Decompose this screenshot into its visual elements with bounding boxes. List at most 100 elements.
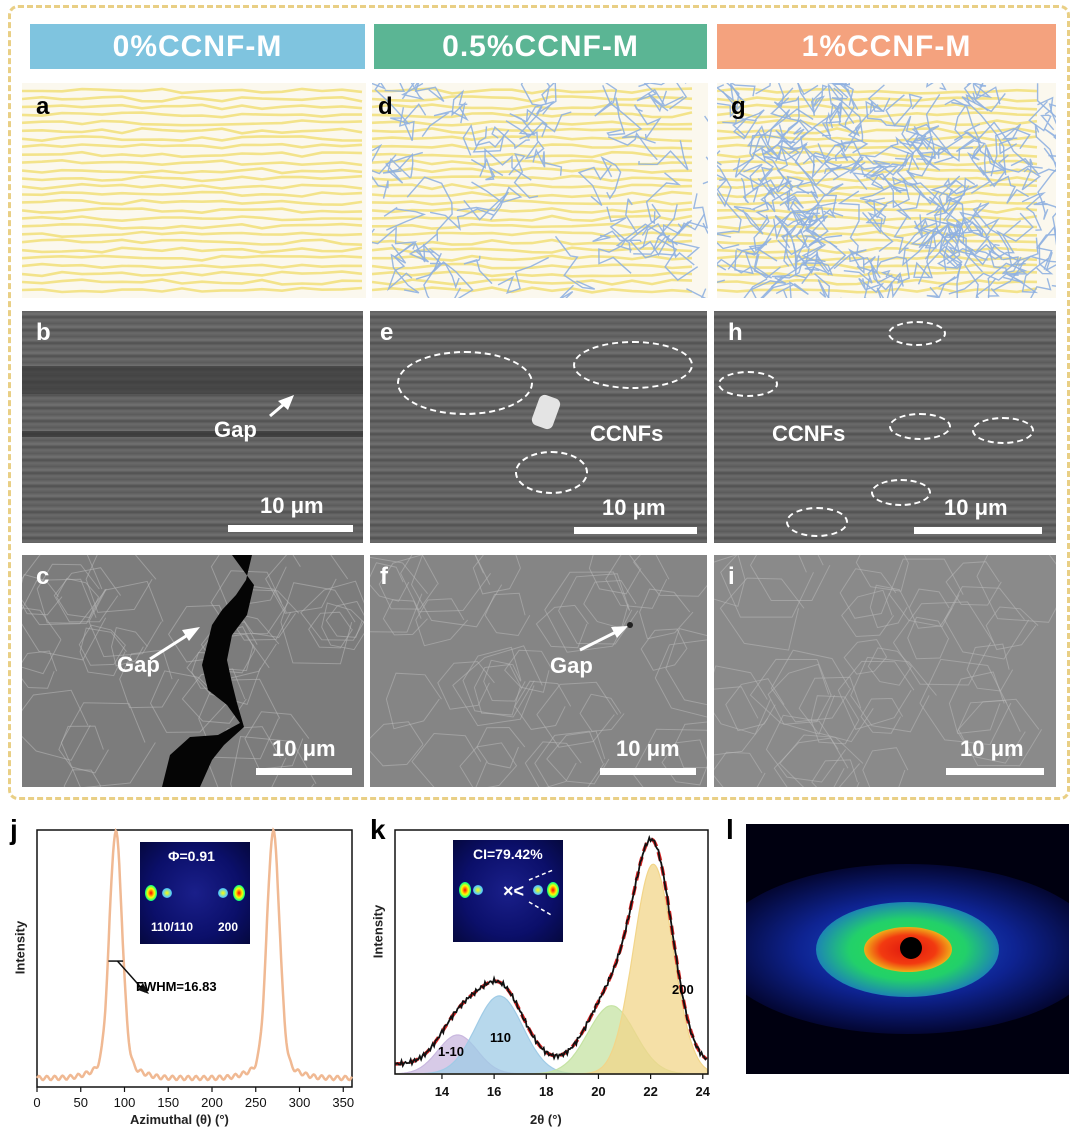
chart-k-xrd: 14 16 18 20 22 24 [394,829,711,1099]
ccnf-circle-e2 [573,341,693,389]
grain-texture-c [22,555,364,787]
panel-label-i: i [728,563,735,590]
chart-k-tick: 18 [539,1084,553,1099]
panel-a-schematic: a [22,83,366,298]
column-header-0: 0%CCNF-M [30,24,365,69]
chart-k-observed [394,834,708,1069]
panel-label-g: g [731,93,746,120]
inset-j-phi: Φ=0.91 [168,848,215,864]
chart-j-inset: Φ=0.91 110/110 200 [140,842,250,944]
chart-j-tick: 50 [74,1095,88,1110]
grain-texture-f [370,555,707,787]
chart-j-xlabel: Azimuthal (θ) (°) [130,1112,229,1127]
panel-label-e: e [380,319,394,346]
inset-j-spot-right [233,885,245,901]
chart-k-tick: 24 [696,1084,711,1099]
panel-g-schematic: g [717,83,1056,298]
ccnf-circle-e3 [515,451,588,494]
chart-k-tick: 14 [435,1084,450,1099]
chart-j-tick: 0 [33,1095,40,1110]
debris [530,393,562,431]
panel-d-schematic: d [372,83,708,298]
inset-j-spot-right2 [218,888,228,898]
fiber-schematic-a [22,87,363,294]
figure-frame [8,5,1070,800]
chart-j-tick: 200 [201,1095,223,1110]
column-header-2: 1%CCNF-M [717,24,1056,69]
ccnf-circle-h3 [889,413,951,440]
inset-k-marks: ×< [503,869,554,917]
scale-text-f: 10 μm [616,736,680,761]
panel-label-d: d [378,93,393,120]
scale-bar-i [946,768,1044,775]
chart-j-curve [35,827,354,1082]
panel-b-sem: b Gap 10 μm [22,311,363,543]
chart-j-fwhm-label: FWHM=16.83 [136,979,217,994]
scale-bar-b [228,525,353,532]
grain-texture-i [714,555,1056,787]
panel-label-b: b [36,319,51,346]
chart-k-label-200: 200 [672,982,694,997]
panel-label-f: f [380,563,388,590]
chart-k-tick: 20 [591,1084,605,1099]
svg-text:×<: ×< [503,881,524,901]
inset-k-spot-right [547,882,559,898]
gap-arrow-f [579,622,633,652]
panel-c-sem: c Gap 10 μm [22,555,364,787]
ccnf-circle-e1 [397,351,533,415]
inset-k-spot-left [459,882,471,898]
chart-j-ylabel: Intensity [12,920,28,975]
panel-e-sem: e CCNFs 10 μm [370,311,707,543]
chart-j-tick: 300 [289,1095,311,1110]
chart-j-tick: 350 [332,1095,354,1110]
chart-k-inset: ×< CI=79.42% [453,840,563,942]
column-header-1: 0.5%CCNF-M [374,24,707,69]
ccnf-label-e: CCNFs [590,421,664,446]
panel-label-k: k [370,814,386,845]
scale-text-i: 10 μm [960,736,1024,761]
panel-l-scattering [746,824,1069,1074]
gap-band-2 [22,431,363,437]
chart-j-tick: 100 [114,1095,136,1110]
scale-text-b: 10 μm [260,493,324,518]
scale-bar-h [914,527,1042,534]
chart-j-azimuthal: 0 50 100 150 200 250 300 350 [33,827,354,1110]
ccnf-circle-h5 [871,479,931,506]
ccnf-circle-h2 [718,371,778,397]
panel-h-sem: h CCNFs 10 μm [714,311,1056,543]
scale-text-e: 10 μm [602,495,666,520]
crack-gap [149,555,254,787]
ccnf-circle-h6 [786,507,848,537]
chart-k-ylabel: Intensity [370,904,386,959]
ccnf-label-h: CCNFs [772,421,846,446]
chart-k-tick: 16 [487,1084,501,1099]
panel-label-c: c [36,563,50,590]
scale-bar-c [256,768,352,775]
fiber-schematic-d [372,83,708,298]
panel-label-j: j [10,814,18,845]
ccnf-circle-h1 [888,321,946,346]
scale-text-c: 10 μm [272,736,336,761]
scale-text-h: 10 μm [944,495,1008,520]
chart-j-tick: 150 [157,1095,179,1110]
gap-label-f: Gap [550,653,593,678]
fiber-schematic-g [717,83,1056,298]
panel-label-a: a [36,93,50,120]
inset-j-200: 200 [218,920,239,934]
gap-arrow-b [269,395,294,418]
gap-label-b: Gap [214,417,257,442]
gap-band [22,366,363,394]
chart-k-tick: 22 [643,1084,657,1099]
inset-j-110: 110/110 [151,920,194,934]
ccnf-circle-h4 [972,417,1034,444]
inset-k-spot-left2 [473,885,483,895]
panel-f-sem: f Gap 10 μm [370,555,707,787]
gap-label-c: Gap [117,652,160,677]
chart-k-label-110: 110 [490,1030,511,1045]
scale-bar-e [574,527,697,534]
panel-label-h: h [728,319,743,346]
inset-j-spot-left [145,885,157,901]
inset-k-spot-right2 [533,885,543,895]
chart-j-tick: 250 [245,1095,267,1110]
scale-bar-f [600,768,696,775]
